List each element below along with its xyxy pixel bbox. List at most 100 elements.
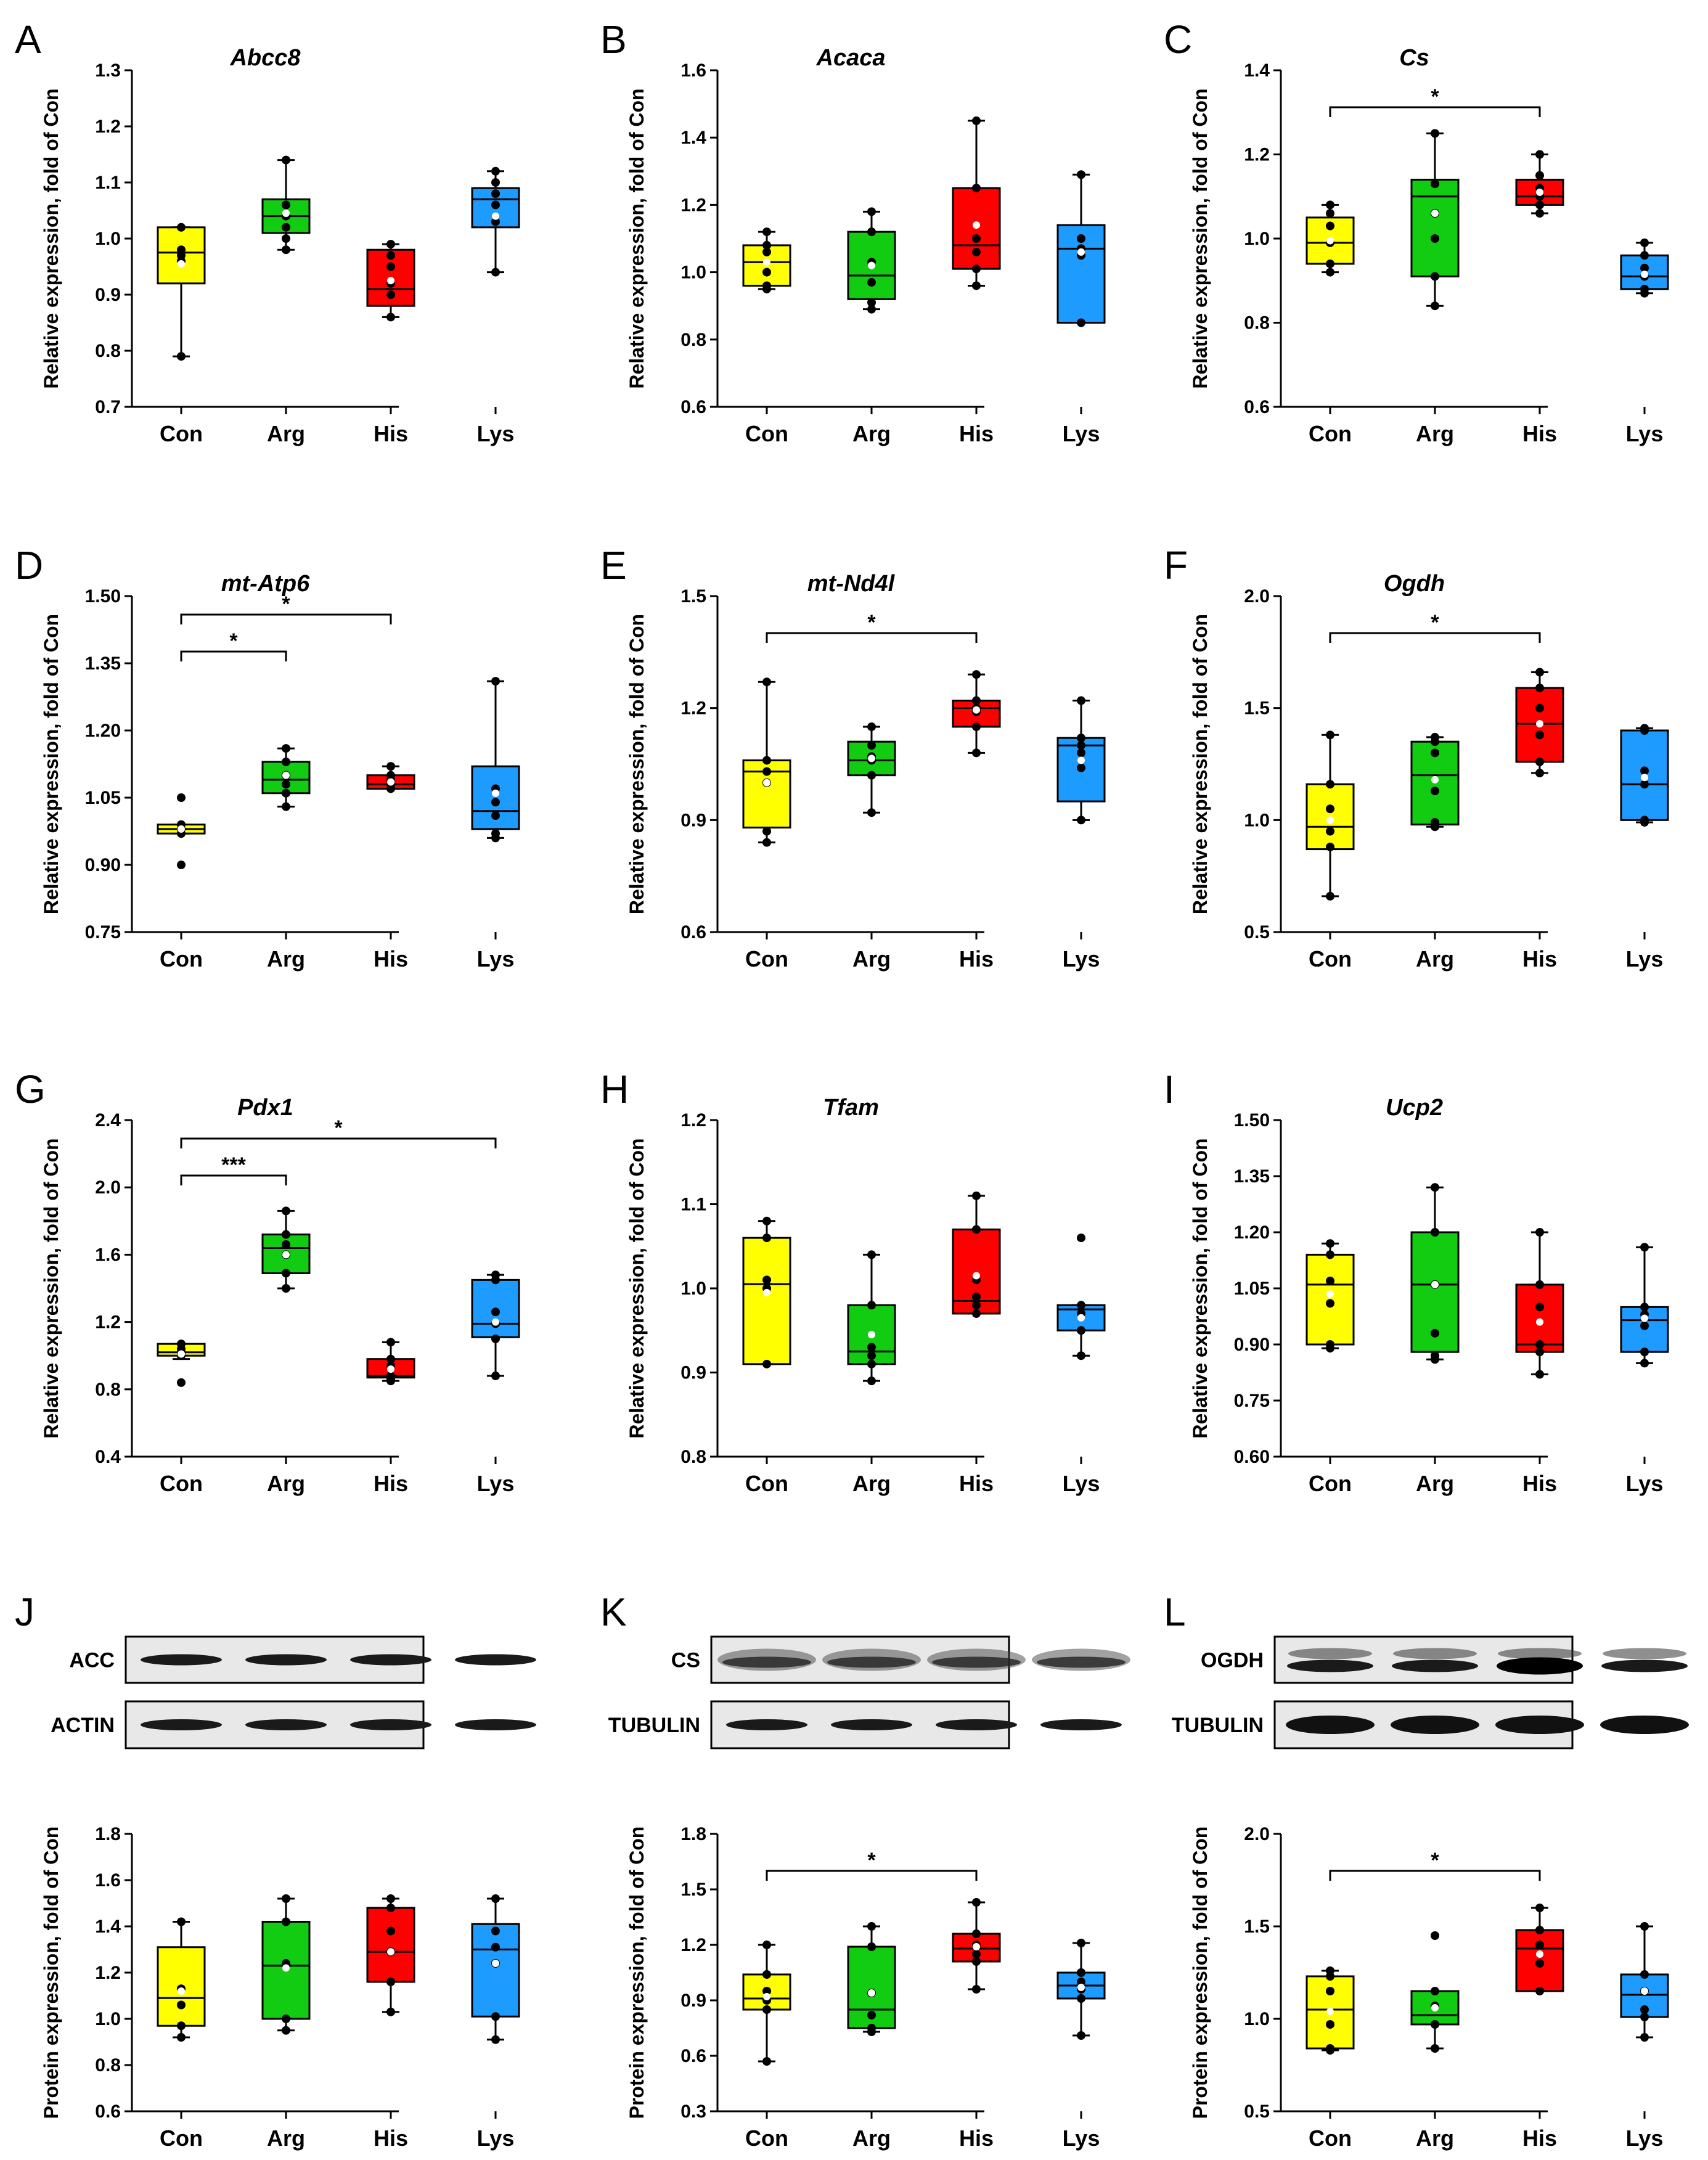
blot-band <box>350 1719 431 1730</box>
y-tick-label: 1.6 <box>95 1870 121 1891</box>
x-tick-label: Lys <box>1626 946 1664 972</box>
data-point <box>491 798 500 807</box>
mean-marker <box>763 1993 770 2000</box>
box-his <box>952 1191 1001 1318</box>
data-point <box>1431 234 1439 243</box>
data-point <box>1535 668 1544 677</box>
y-tick-label: 1.0 <box>1244 810 1270 830</box>
panel-title: Cs <box>1399 45 1429 71</box>
x-tick-label: His <box>959 421 994 446</box>
data-point <box>762 268 771 277</box>
data-point <box>972 247 981 256</box>
data-point <box>972 234 981 243</box>
y-tick-label: 0.4 <box>95 1447 121 1467</box>
panel-g: G Pdx1 0.4 0.8 1.2 1.6 2.0 2.4 Relative expressi… <box>15 1067 520 1496</box>
data-point <box>972 1950 981 1958</box>
mean-marker <box>973 1943 980 1950</box>
x-tick-label: Con <box>1309 421 1352 446</box>
data-point <box>867 1922 876 1931</box>
y-axis-label: Relative expression, fold of Con <box>40 1138 62 1438</box>
data-point <box>1326 1299 1334 1308</box>
mean-marker <box>1641 1987 1648 1995</box>
y-tick-label: 1.5 <box>680 586 706 607</box>
data-point <box>1640 726 1649 735</box>
data-point <box>282 744 290 753</box>
x-tick-label: Arg <box>267 2125 305 2151</box>
bracket-line <box>180 1137 497 1148</box>
blot-band <box>350 1654 431 1666</box>
box-con <box>1306 200 1355 277</box>
y-tick-label: 0.9 <box>95 285 121 305</box>
blot-band <box>1497 1657 1583 1675</box>
data-point <box>762 1216 771 1225</box>
box-arg <box>847 207 896 314</box>
data-point <box>1431 1183 1439 1192</box>
data-point <box>1326 259 1334 268</box>
data-point <box>762 1941 771 1949</box>
mean-marker <box>1077 248 1085 256</box>
data-point <box>1077 741 1085 750</box>
box-lys <box>471 1270 520 1380</box>
data-point <box>386 1338 395 1347</box>
data-point <box>1077 748 1085 758</box>
data-point <box>491 1275 500 1285</box>
panel-title: mt-Nd4l <box>807 571 896 597</box>
significance-label: * <box>867 1849 876 1872</box>
y-tick-label: 0.6 <box>680 922 706 943</box>
x-tick-label: Con <box>745 421 788 446</box>
y-tick-label: 0.60 <box>1234 1447 1270 1467</box>
panel-letter: A <box>15 17 41 62</box>
y-tick-label: 1.0 <box>1244 229 1270 249</box>
y-tick-label: 0.5 <box>1244 2101 1270 2122</box>
data-point <box>491 178 500 187</box>
x-tick-label: Con <box>160 2125 203 2151</box>
mean-marker <box>1326 816 1334 824</box>
x-tick-label: His <box>374 421 408 446</box>
y-tick-label: 1.2 <box>95 1312 121 1333</box>
y-tick-label: 0.75 <box>85 922 121 943</box>
significance-bracket: * <box>180 1116 497 1148</box>
data-point <box>762 227 771 237</box>
data-point <box>972 1301 981 1310</box>
x-tick-label: Arg <box>267 946 305 972</box>
data-point <box>1640 263 1649 272</box>
significance-bracket: * <box>766 1849 978 1881</box>
box-lys <box>471 677 520 843</box>
blot-band <box>455 1719 536 1730</box>
blot-band <box>1287 1659 1373 1672</box>
x-tick-label: Arg <box>852 946 891 972</box>
data-point <box>972 281 981 290</box>
data-point <box>491 677 500 686</box>
box-arg <box>1410 129 1460 311</box>
data-point <box>177 793 186 802</box>
data-point <box>1535 769 1544 778</box>
x-tick-label: Lys <box>1063 1471 1100 1496</box>
data-point <box>282 757 290 766</box>
y-tick-label: 0.9 <box>680 1363 706 1383</box>
data-point <box>1640 766 1649 775</box>
x-tick-label: Con <box>745 1471 788 1496</box>
data-point <box>867 277 876 287</box>
blot-band <box>141 1654 222 1666</box>
data-point <box>762 756 771 765</box>
y-tick-label: 2.0 <box>1244 1824 1270 1844</box>
panel-b: B Acaca 0.6 0.8 1.0 1.2 1.4 1.6 Relative express… <box>600 17 1106 446</box>
panel-letter: L <box>1164 1590 1186 1634</box>
box-arg <box>847 1922 896 2036</box>
data-point <box>282 1284 290 1293</box>
y-tick-label: 1.2 <box>680 698 706 719</box>
y-tick-label: 0.7 <box>95 397 121 417</box>
data-point <box>282 223 290 232</box>
y-axis-label: Relative expression, fold of Con <box>40 88 62 388</box>
data-point <box>1077 318 1085 327</box>
y-tick-label: 2.0 <box>1244 586 1270 607</box>
x-tick-label: Con <box>1309 2125 1352 2151</box>
x-tick-label: Lys <box>477 946 515 972</box>
mean-marker <box>1431 210 1439 218</box>
y-tick-label: 1.0 <box>680 1278 706 1299</box>
data-point <box>867 298 876 307</box>
box-his <box>366 240 415 322</box>
significance-bracket: *** <box>180 1153 287 1185</box>
y-tick-label: 0.6 <box>680 2046 706 2066</box>
